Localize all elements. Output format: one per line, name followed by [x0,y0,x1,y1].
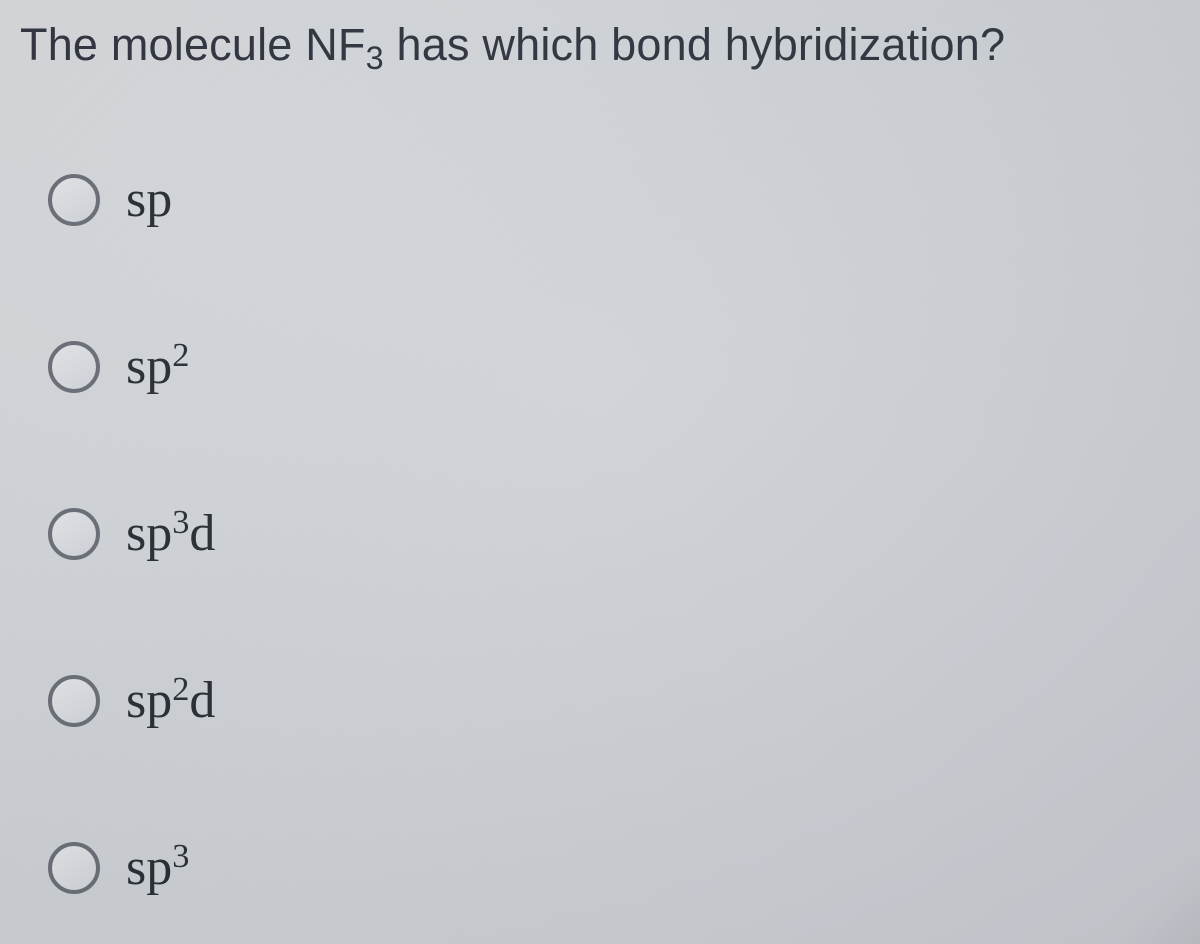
radio-icon[interactable] [48,508,100,560]
radio-icon[interactable] [48,174,100,226]
radio-icon[interactable] [48,675,100,727]
question-suffix: has which bond hybridization? [384,19,1005,70]
question-text: The molecule NF3 has which bond hybridiz… [20,18,1005,72]
option-superscript: 3 [172,503,189,541]
option-label: sp2 [126,337,189,396]
question-subscript: 3 [366,40,384,76]
option-superscript: 3 [172,837,189,875]
options-group: sp sp2 sp3d sp2d sp3 [48,170,215,897]
option-base: sp [126,839,172,896]
option-sp3[interactable]: sp3 [48,838,215,897]
option-superscript: 2 [172,670,189,708]
screen-corner-shade [1090,854,1200,944]
option-label: sp3d [126,504,215,563]
option-label: sp3 [126,838,189,897]
option-superscript: 2 [172,336,189,374]
option-base: sp [126,171,172,228]
option-base: sp [126,672,172,729]
option-tail: d [189,672,215,729]
radio-icon[interactable] [48,341,100,393]
question-prefix: The molecule NF [20,19,366,70]
option-tail: d [189,505,215,562]
option-sp2[interactable]: sp2 [48,337,215,396]
radio-icon[interactable] [48,842,100,894]
option-label: sp [126,170,172,229]
option-label: sp2d [126,671,215,730]
option-base: sp [126,338,172,395]
option-sp3d[interactable]: sp3d [48,504,215,563]
option-base: sp [126,505,172,562]
option-sp[interactable]: sp [48,170,215,229]
option-sp2d[interactable]: sp2d [48,671,215,730]
